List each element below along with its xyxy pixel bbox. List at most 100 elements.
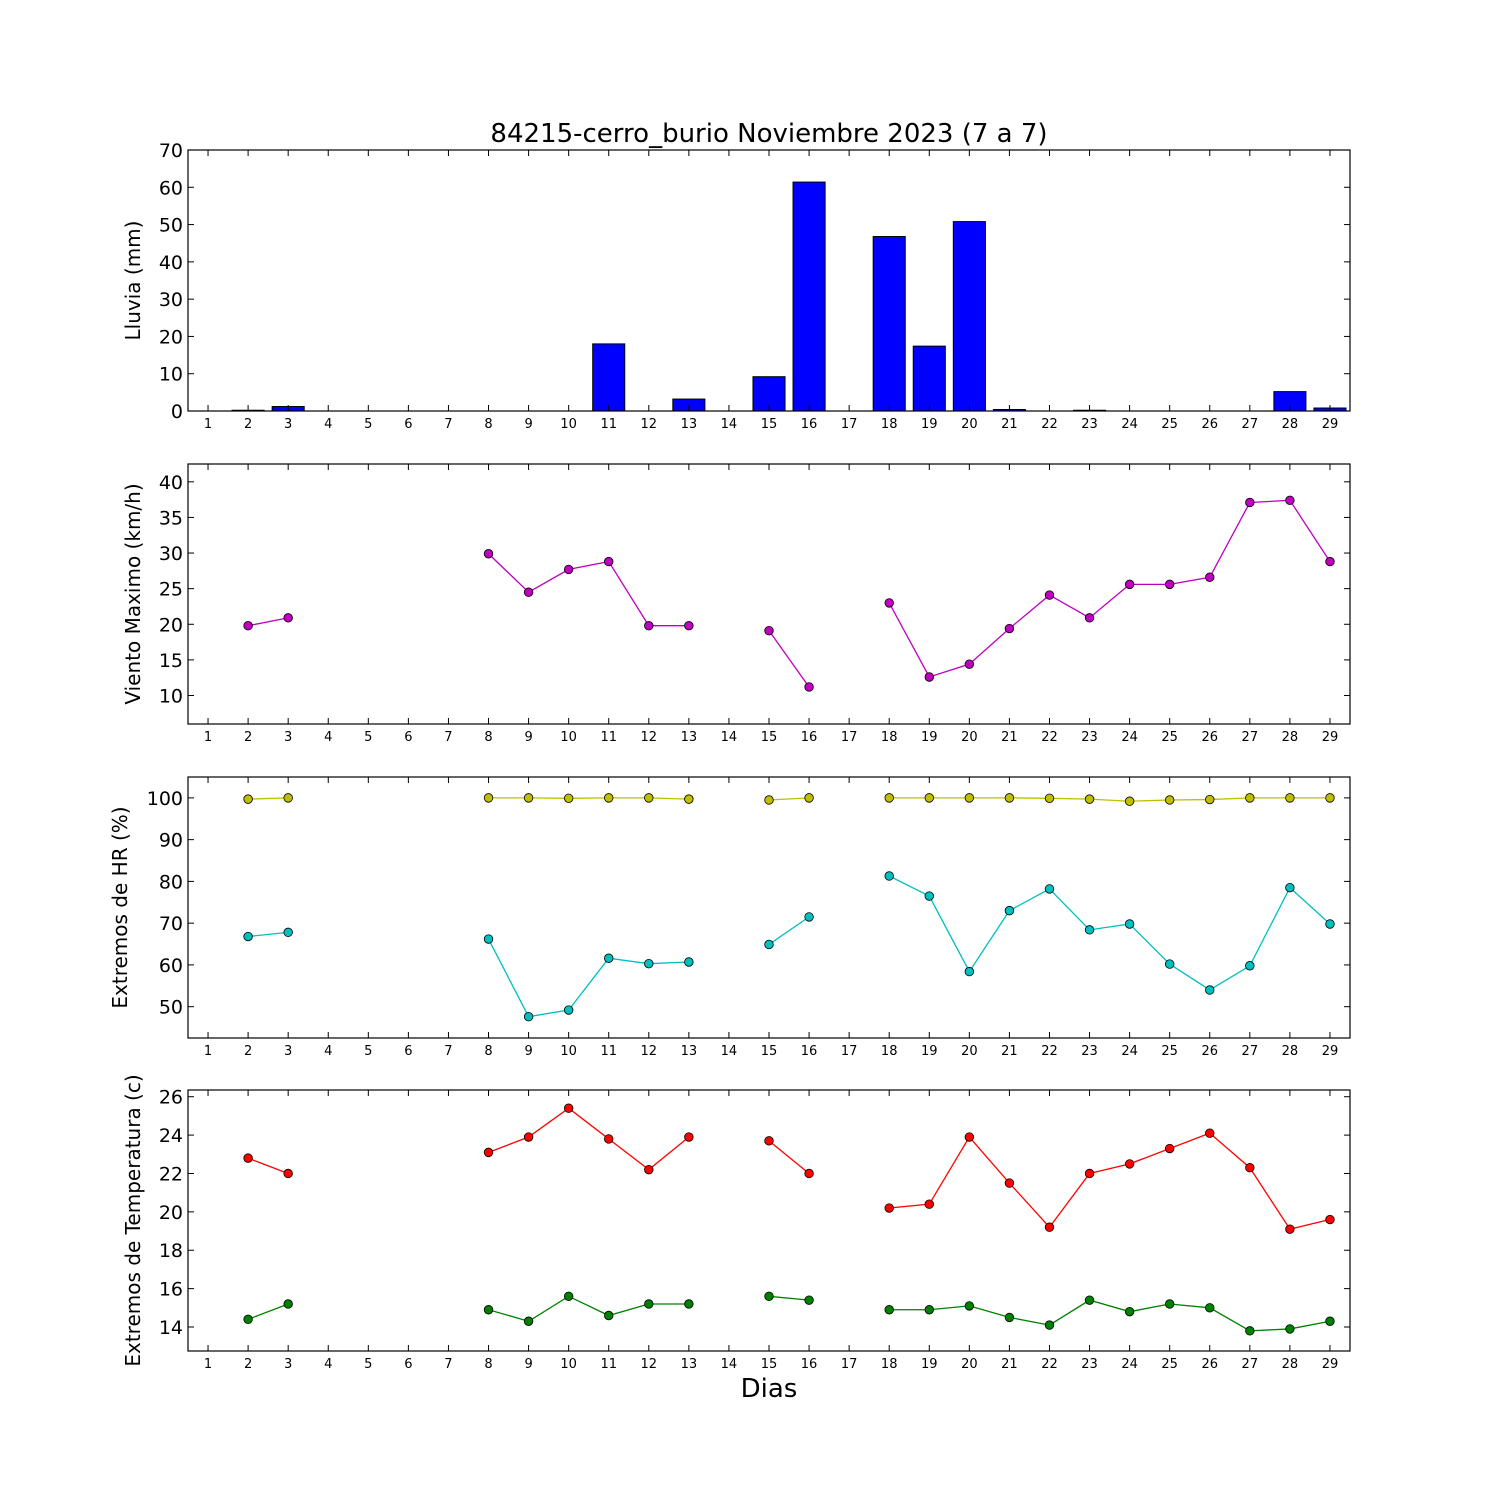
series-1-point-day-12 bbox=[644, 1164, 654, 1175]
x-tick-label: 12 bbox=[641, 730, 658, 745]
x-tick-label: 7 bbox=[444, 1357, 452, 1372]
x-tick-label: 18 bbox=[881, 730, 898, 745]
y-axis-label: Lluvia (mm) bbox=[121, 221, 145, 341]
y-tick-label: 25 bbox=[159, 579, 183, 601]
x-tick-label: 13 bbox=[681, 730, 698, 745]
series-1-line bbox=[768, 630, 810, 688]
series-2-point-day-22 bbox=[1044, 1320, 1055, 1330]
series-1-point-day-21 bbox=[1004, 793, 1015, 803]
x-tick-label: 2 bbox=[244, 1044, 252, 1059]
x-tick-label: 19 bbox=[921, 417, 938, 432]
x-tick-label: 11 bbox=[600, 1044, 617, 1059]
series-2-line bbox=[488, 1295, 689, 1322]
series-1-line bbox=[488, 797, 689, 800]
x-tick-label: 25 bbox=[1161, 730, 1178, 745]
series-2-point-day-8 bbox=[483, 934, 494, 944]
x-tick-label: 7 bbox=[444, 1044, 452, 1059]
x-tick-label: 26 bbox=[1201, 1044, 1218, 1059]
x-axis-label: Dias bbox=[741, 1374, 798, 1404]
series-2-point-day-21 bbox=[1004, 905, 1015, 916]
series-1-point-day-11 bbox=[604, 793, 614, 803]
series-2-point-day-11 bbox=[604, 953, 614, 963]
series-2-point-day-13 bbox=[684, 957, 694, 967]
series-2-point-day-26 bbox=[1205, 1303, 1215, 1313]
x-tick-label: 16 bbox=[801, 730, 818, 745]
x-tick-label: 1 bbox=[204, 730, 212, 745]
series-1-point-day-20 bbox=[964, 793, 975, 803]
series-2-point-day-16 bbox=[804, 1295, 814, 1305]
x-tick-label: 25 bbox=[1161, 1044, 1178, 1059]
y-tick-label: 60 bbox=[159, 177, 183, 199]
x-tick-label: 12 bbox=[641, 1044, 658, 1059]
x-tick-label: 21 bbox=[1001, 730, 1018, 745]
series-1-point-day-20 bbox=[964, 1132, 975, 1142]
x-tick-label: 24 bbox=[1121, 417, 1138, 432]
series-1-point-day-16 bbox=[804, 1168, 814, 1179]
y-tick-label: 35 bbox=[159, 507, 183, 529]
x-tick-label: 22 bbox=[1041, 1357, 1058, 1372]
x-tick-label: 9 bbox=[524, 417, 532, 432]
x-tick-label: 6 bbox=[404, 417, 412, 432]
series-1-point-day-18 bbox=[884, 793, 894, 803]
x-tick-label: 19 bbox=[921, 1044, 938, 1059]
series-1-point-day-24 bbox=[1124, 579, 1135, 590]
x-tick-label: 22 bbox=[1041, 730, 1058, 745]
x-tick-label: 20 bbox=[961, 1357, 978, 1372]
series-1-point-day-22 bbox=[1044, 793, 1055, 804]
series-2-point-day-24 bbox=[1124, 1306, 1135, 1317]
y-tick-label: 15 bbox=[159, 650, 183, 672]
series-1-point-day-20 bbox=[964, 659, 975, 669]
series-1-point-day-19 bbox=[924, 1199, 934, 1209]
y-tick-label: 80 bbox=[159, 871, 183, 893]
x-tick-label: 17 bbox=[841, 417, 858, 432]
series-1-line bbox=[768, 1140, 810, 1174]
y-tick-label: 90 bbox=[159, 830, 183, 852]
x-tick-label: 11 bbox=[600, 417, 617, 432]
x-tick-label: 21 bbox=[1001, 1357, 1018, 1372]
x-tick-label: 18 bbox=[881, 1357, 898, 1372]
series-1-point-day-23 bbox=[1084, 1168, 1095, 1179]
series-2-point-day-23 bbox=[1084, 925, 1095, 935]
series-1-point-day-8 bbox=[483, 549, 494, 559]
series-2-point-day-12 bbox=[644, 1299, 654, 1309]
x-tick-label: 14 bbox=[721, 417, 738, 432]
x-tick-label: 6 bbox=[404, 730, 412, 745]
x-tick-label: 4 bbox=[324, 730, 332, 745]
series-2-point-day-25 bbox=[1164, 1299, 1175, 1309]
series-2-point-day-25 bbox=[1164, 959, 1175, 969]
x-tick-label: 29 bbox=[1322, 1044, 1339, 1059]
x-tick-label: 17 bbox=[841, 730, 858, 745]
series-2-point-day-15 bbox=[764, 939, 774, 950]
series-1-point-day-19 bbox=[924, 672, 934, 682]
series-2-line bbox=[768, 1295, 810, 1301]
x-tick-label: 11 bbox=[600, 730, 617, 745]
y-tick-label: 20 bbox=[159, 326, 183, 348]
x-tick-label: 26 bbox=[1201, 730, 1218, 745]
series-1-point-day-16 bbox=[804, 793, 814, 803]
series-2-line bbox=[248, 931, 289, 938]
series-2-point-day-10 bbox=[563, 1291, 574, 1302]
series-2-point-day-20 bbox=[964, 1301, 975, 1311]
series-2-point-day-27 bbox=[1245, 961, 1255, 971]
y-tick-label: 60 bbox=[159, 955, 183, 977]
x-tick-label: 4 bbox=[324, 417, 332, 432]
x-tick-label: 14 bbox=[721, 1044, 738, 1059]
x-tick-label: 21 bbox=[1001, 1044, 1018, 1059]
x-tick-label: 20 bbox=[961, 1044, 978, 1059]
series-1-line bbox=[247, 1157, 289, 1175]
figure-title: 84215-cerro_burio Noviembre 2023 (7 a 7) bbox=[490, 119, 1047, 149]
y-tick-label: 100 bbox=[147, 788, 183, 810]
x-tick-label: 6 bbox=[404, 1044, 412, 1059]
y-axis-label: Extremos de HR (%) bbox=[108, 806, 132, 1008]
y-tick-label: 20 bbox=[159, 1202, 183, 1224]
series-1-point-day-11 bbox=[604, 1134, 614, 1144]
series-1-point-day-22 bbox=[1044, 590, 1055, 600]
series-1-point-day-13 bbox=[684, 1132, 694, 1142]
series-1-point-day-15 bbox=[764, 795, 774, 805]
series-2-line bbox=[888, 875, 1331, 991]
x-tick-label: 27 bbox=[1242, 1357, 1259, 1372]
series-1-point-day-15 bbox=[764, 1136, 774, 1146]
x-tick-label: 9 bbox=[524, 1044, 532, 1059]
